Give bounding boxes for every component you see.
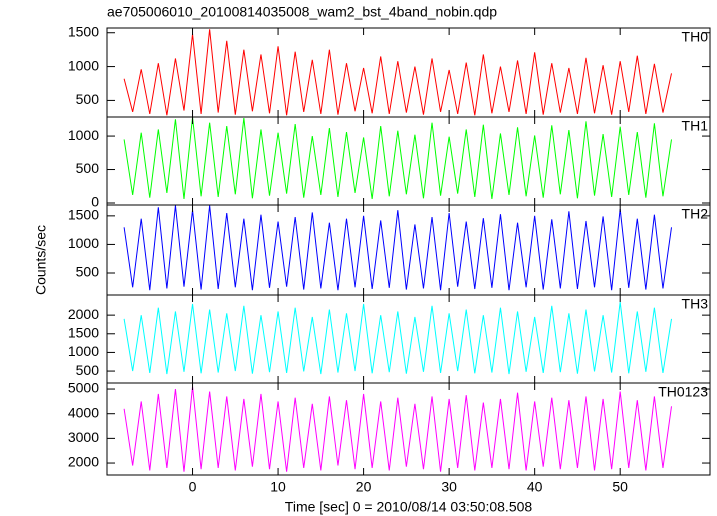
y-tick-label: 1000 — [68, 235, 99, 251]
y-tick-label: 500 — [76, 160, 100, 176]
y-tick-label: 500 — [76, 264, 100, 280]
x-tick-label: 0 — [189, 479, 197, 495]
series-label: TH2 — [682, 206, 709, 222]
light-curve — [123, 29, 672, 116]
y-tick-label: 5000 — [68, 380, 99, 396]
panel-frame — [106, 382, 711, 476]
y-tick-label: 3000 — [68, 429, 99, 445]
y-tick-label: 500 — [76, 91, 100, 107]
x-axis-label: Time [sec] 0 = 2010/08/14 03:50:08.508 — [285, 499, 533, 515]
y-tick-label: 1000 — [68, 127, 99, 143]
x-tick-label: 10 — [270, 479, 286, 495]
light-curve — [123, 117, 673, 200]
y-tick-label: 4000 — [68, 404, 99, 420]
y-tick-label: 0 — [91, 194, 99, 210]
x-tick-label: 50 — [612, 479, 628, 495]
light-curve — [123, 302, 673, 375]
x-tick-label: 20 — [356, 479, 372, 495]
light-curve — [123, 205, 673, 291]
y-axis-label: Counts/sec — [33, 225, 49, 295]
series-label: TH1 — [682, 118, 709, 134]
light-curve — [123, 386, 673, 472]
y-tick-label: 1500 — [68, 207, 99, 223]
series-label: TH0123 — [658, 384, 708, 400]
x-tick-label: 30 — [441, 479, 457, 495]
y-tick-label: 1000 — [68, 343, 99, 359]
y-tick-label: 2000 — [68, 454, 99, 470]
y-tick-label: 1500 — [68, 23, 99, 39]
x-tick-label: 40 — [527, 479, 543, 495]
y-tick-label: 2000 — [68, 306, 99, 322]
series-label: TH0 — [682, 29, 709, 45]
y-tick-label: 1500 — [68, 324, 99, 340]
y-tick-label: 1000 — [68, 57, 99, 73]
y-tick-label: 500 — [76, 362, 100, 378]
chart-title: ae705006010_20100814035008_wam2_bst_4ban… — [107, 4, 497, 20]
series-label: TH3 — [682, 296, 709, 312]
